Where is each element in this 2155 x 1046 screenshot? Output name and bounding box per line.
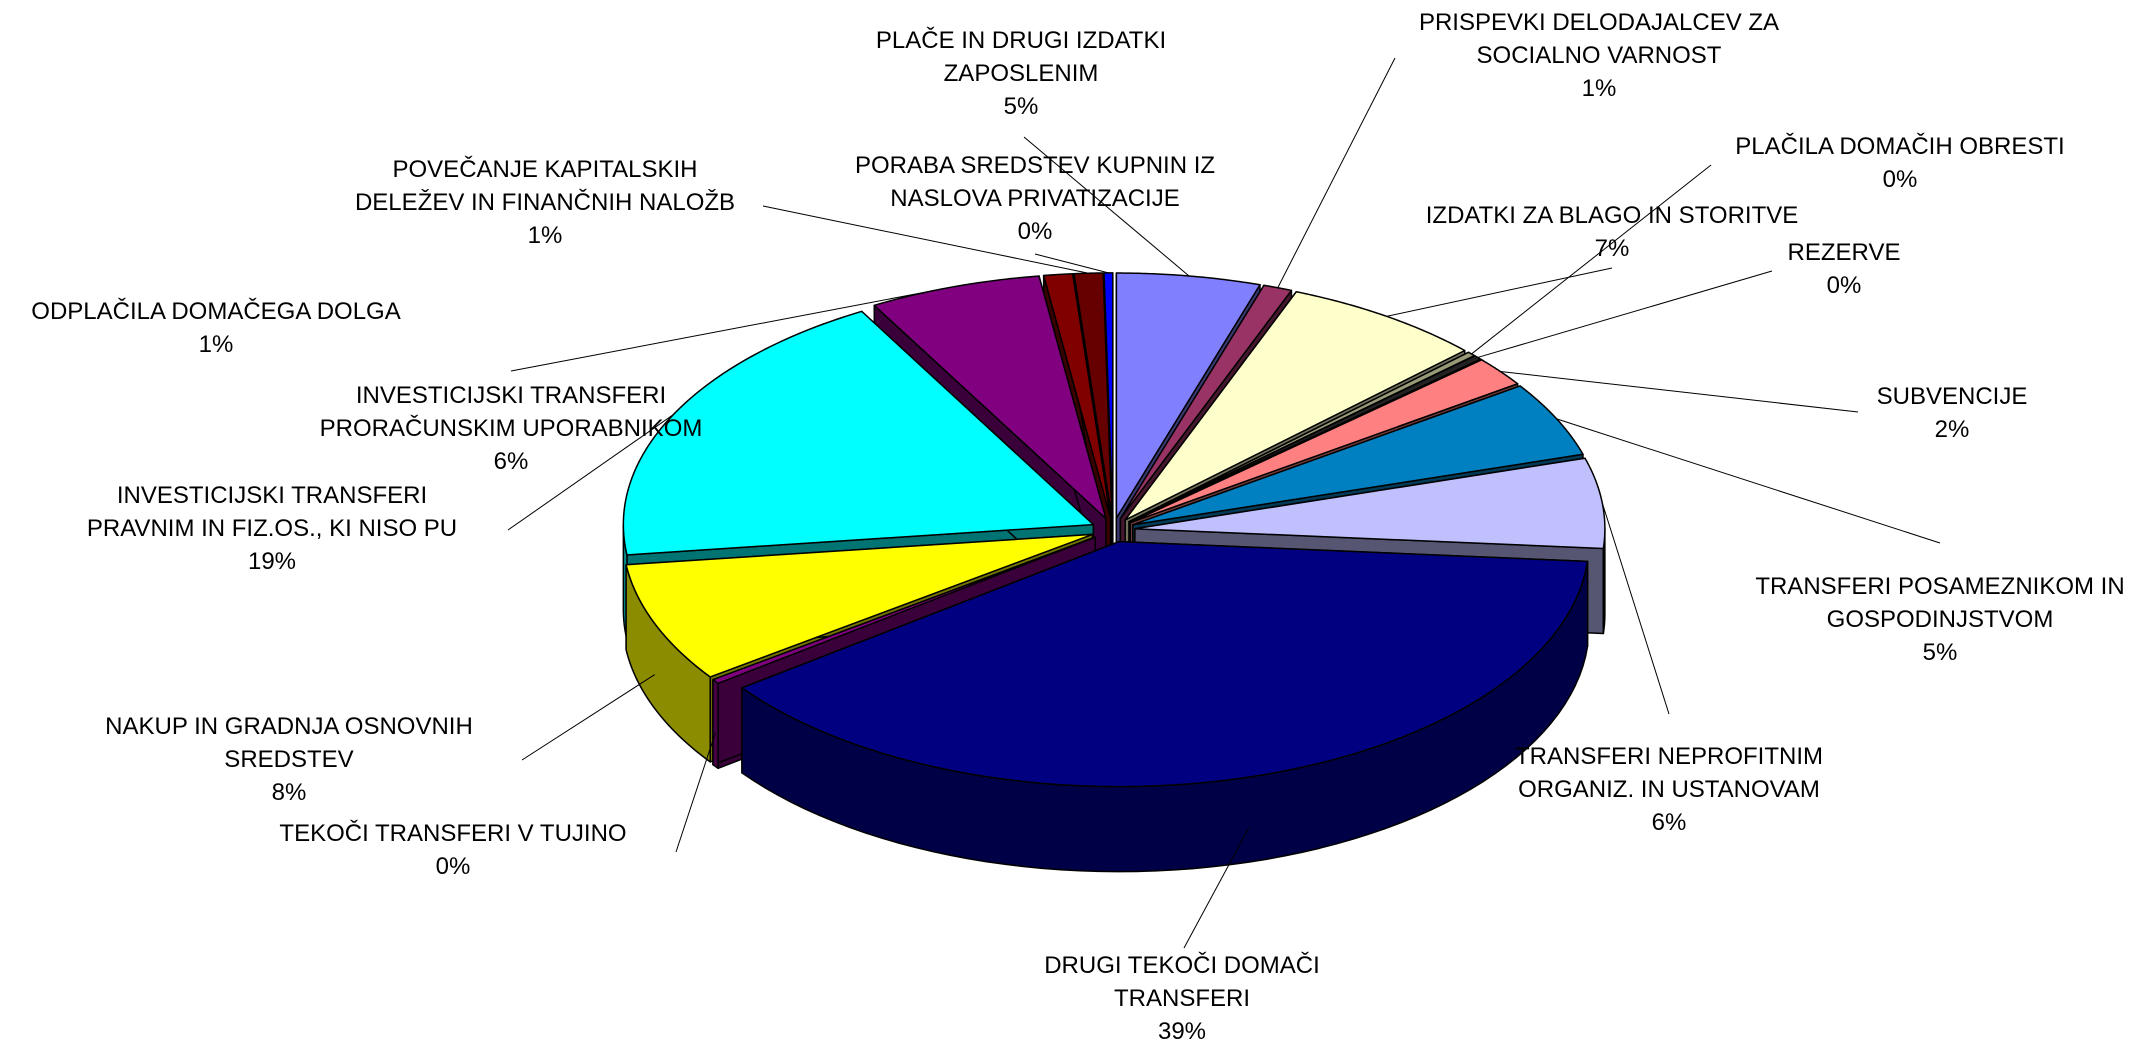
- leader-line: [1500, 370, 1859, 413]
- category-label: PRISPEVKI DELODAJALCEV ZA SOCIALNO VARNO…: [1418, 9, 1780, 69]
- slice-label: ODPLAČILA DOMAČEGA DOLGA 1%: [31, 295, 400, 361]
- leader-line: [1034, 253, 1109, 274]
- value-label: 39%: [1157, 1018, 1207, 1045]
- leader-line: [1386, 267, 1613, 317]
- slice-label: REZERVE 0%: [1788, 236, 1901, 302]
- category-label: PLAČILA DOMAČIH OBRESTI: [1735, 133, 2065, 160]
- slice-label: TRANSFERI NEPROFITNIM ORGANIZ. IN USTANO…: [1515, 740, 1823, 839]
- slice-label: NAKUP IN GRADNJA OSNOVNIH SREDSTEV 8%: [105, 710, 473, 809]
- category-label: INVESTICIJSKI TRANSFERI PRORAČUNSKIM UPO…: [319, 382, 703, 442]
- category-label: PLAČE IN DRUGI IZDATKI ZAPOSLENIM: [875, 27, 1167, 87]
- leader-line: [762, 205, 1089, 274]
- category-label: IZDATKI ZA BLAGO IN STORITVE: [1425, 202, 1799, 229]
- slice-label: PORABA SREDSTEV KUPNIN IZ NASLOVA PRIVAT…: [855, 149, 1215, 248]
- value-label: 5%: [1003, 93, 1039, 120]
- value-label: 0%: [1017, 218, 1053, 245]
- value-label: 2%: [1934, 416, 1970, 443]
- slice-label: TEKOČI TRANSFERI V TUJINO 0%: [279, 817, 626, 883]
- category-label: SUBVENCIJE: [1876, 383, 2028, 410]
- category-label: POVEČANJE KAPITALSKIH DELEŽEV IN FINANČN…: [354, 156, 736, 216]
- leader-line: [1183, 827, 1250, 949]
- slice-label: PRISPEVKI DELODAJALCEV ZA SOCIALNO VARNO…: [1419, 6, 1779, 105]
- slice: [625, 533, 1094, 678]
- slice-label: PLAČILA DOMAČIH OBRESTI 0%: [1735, 130, 2064, 196]
- value-label: 1%: [1581, 75, 1617, 102]
- category-label: TEKOČI TRANSFERI V TUJINO: [279, 820, 627, 847]
- value-label: 8%: [271, 779, 307, 806]
- value-label: 5%: [1922, 639, 1958, 666]
- value-label: 0%: [1882, 166, 1918, 193]
- category-label: ODPLAČILA DOMAČEGA DOLGA: [31, 298, 401, 325]
- slice: [712, 536, 1096, 685]
- value-label: 0%: [435, 853, 471, 880]
- slice-label: PLAČE IN DRUGI IZDATKI ZAPOSLENIM 5%: [876, 24, 1166, 123]
- value-label: 1%: [198, 331, 234, 358]
- leader-line: [507, 414, 674, 531]
- value-label: 19%: [247, 548, 297, 575]
- category-label: TRANSFERI POSAMEZNIKOM IN GOSPODINJSTVOM: [1755, 573, 2125, 633]
- leader-line: [1601, 502, 1670, 715]
- value-label: 0%: [1826, 272, 1862, 299]
- slice: [741, 540, 1589, 788]
- leader-line: [1471, 164, 1712, 355]
- category-label: NAKUP IN GRADNJA OSNOVNIH SREDSTEV: [105, 713, 473, 773]
- category-label: DRUGI TEKOČI DOMAČI TRANSFERI: [1044, 952, 1320, 1012]
- value-label: 6%: [493, 448, 529, 475]
- slice-label: POVEČANJE KAPITALSKIH DELEŽEV IN FINANČN…: [355, 153, 735, 252]
- leader-line: [510, 286, 955, 372]
- slice-label: DRUGI TEKOČI DOMAČI TRANSFERI 39%: [1044, 949, 1320, 1046]
- category-label: REZERVE: [1787, 239, 1901, 266]
- category-label: PORABA SREDSTEV KUPNIN IZ NASLOVA PRIVAT…: [854, 152, 1216, 212]
- slice: [1042, 273, 1112, 519]
- category-label: TRANSFERI NEPROFITNIM ORGANIZ. IN USTANO…: [1514, 743, 1824, 803]
- slice-label: INVESTICIJSKI TRANSFERI PRAVNIM IN FIZ.O…: [87, 479, 457, 578]
- slice-label: INVESTICIJSKI TRANSFERI PRORAČUNSKIM UPO…: [320, 379, 703, 478]
- leader-line: [1556, 418, 1941, 544]
- slice-label: TRANSFERI POSAMEZNIKOM IN GOSPODINJSTVOM…: [1755, 570, 2124, 669]
- slice-label: IZDATKI ZA BLAGO IN STORITVE 7%: [1426, 199, 1799, 265]
- slice-wall: [712, 678, 719, 770]
- leader-line: [1277, 57, 1396, 288]
- slice-label: SUBVENCIJE 2%: [1877, 380, 2028, 446]
- leader-line: [675, 732, 716, 853]
- value-label: 7%: [1594, 235, 1630, 262]
- leader-line: [521, 674, 656, 761]
- leader-line: [1023, 136, 1190, 277]
- value-label: 1%: [527, 222, 563, 249]
- leader-line: [1477, 270, 1773, 358]
- value-label: 6%: [1651, 809, 1687, 836]
- category-label: INVESTICIJSKI TRANSFERI PRAVNIM IN FIZ.O…: [86, 482, 458, 542]
